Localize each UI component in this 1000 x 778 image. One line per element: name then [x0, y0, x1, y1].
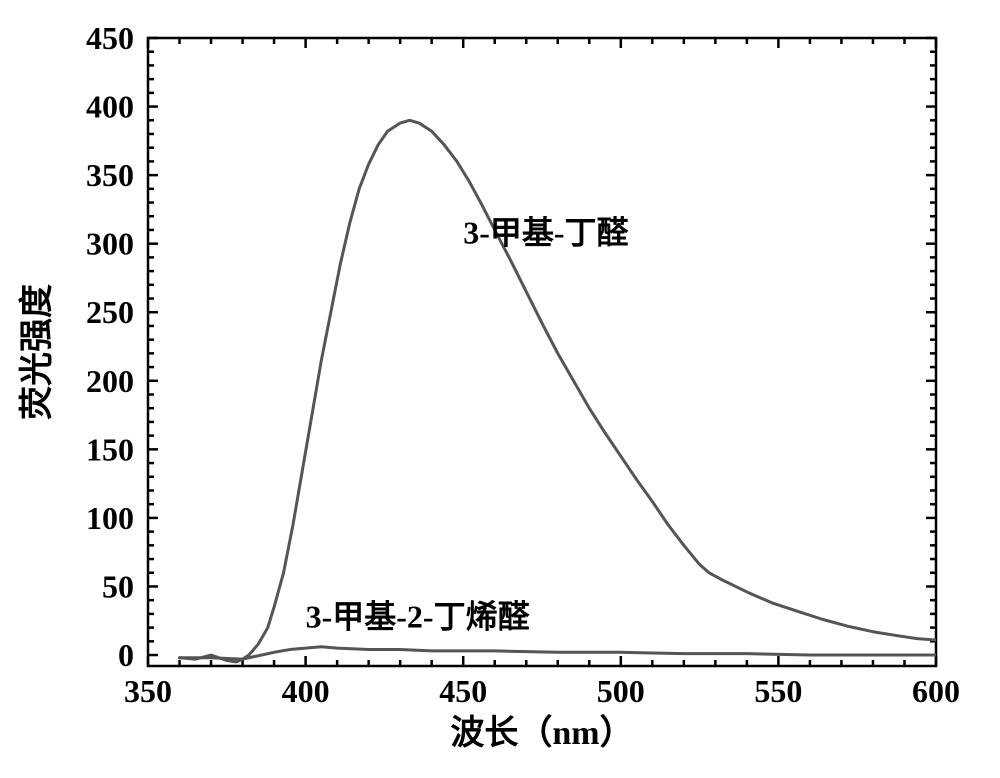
y-tick-label: 50	[102, 568, 134, 604]
y-tick-label: 450	[86, 20, 134, 56]
y-tick-label: 250	[86, 294, 134, 330]
x-tick-label: 450	[439, 673, 487, 709]
x-tick-label: 600	[912, 673, 960, 709]
fluorescence-spectrum-chart: 350 400 450 500 550 600 0 50 100 150 200 250 300 350 4…	[0, 0, 1000, 778]
y-axis-title: 荧光强度	[18, 284, 56, 420]
y-tick-label: 300	[86, 226, 134, 262]
x-tick-label: 350	[124, 673, 172, 709]
chart-background	[0, 0, 1000, 778]
series-label: 3-甲基-丁醛	[463, 215, 628, 251]
x-tick-label: 550	[754, 673, 802, 709]
x-axis-title: 波长（nm）	[450, 713, 633, 752]
x-tick-label: 500	[597, 673, 645, 709]
x-tick-label: 400	[282, 673, 330, 709]
y-tick-label: 200	[86, 363, 134, 399]
y-tick-label: 400	[86, 89, 134, 125]
y-tick-label: 350	[86, 157, 134, 193]
series-label: 3-甲基-2-丁烯醛	[306, 599, 530, 635]
y-tick-label: 150	[86, 431, 134, 467]
y-tick-label: 100	[86, 500, 134, 536]
y-tick-label: 0	[118, 637, 134, 673]
chart-container: 350 400 450 500 550 600 0 50 100 150 200 250 300 350 4…	[0, 0, 1000, 778]
